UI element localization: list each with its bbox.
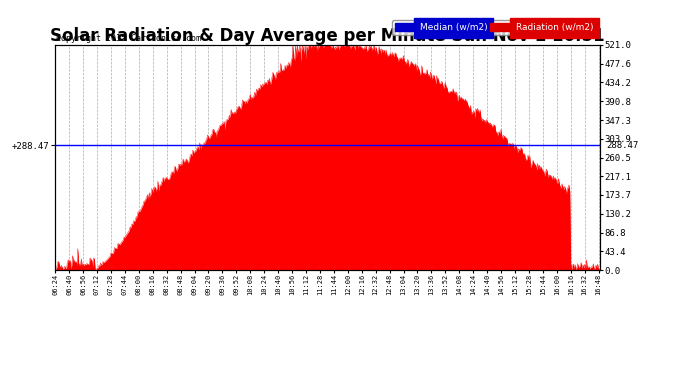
Text: 288.47: 288.47 bbox=[606, 141, 638, 150]
Legend: Median (w/m2), Radiation (w/m2): Median (w/m2), Radiation (w/m2) bbox=[392, 20, 595, 35]
Text: Copyright 2015 Cartronics.com: Copyright 2015 Cartronics.com bbox=[56, 34, 201, 43]
Title: Solar Radiation & Day Average per Minute Sun Nov 1 16:51: Solar Radiation & Day Average per Minute… bbox=[50, 27, 605, 45]
